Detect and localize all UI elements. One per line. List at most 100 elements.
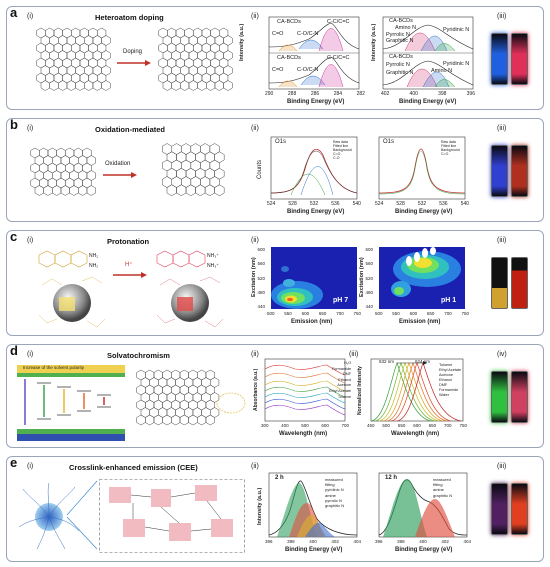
pl-ylabel: Normalized Intensity bbox=[357, 366, 363, 415]
ph7-tag: pH 7 bbox=[333, 297, 349, 304]
xps-12h-chart bbox=[378, 472, 468, 538]
tick: 396 bbox=[466, 91, 475, 97]
tick: 500 bbox=[375, 311, 383, 316]
vial-yellow bbox=[491, 257, 508, 309]
tick: 440 bbox=[365, 304, 373, 309]
xps-n-bot-pyrrolic: Pyrrolic N bbox=[386, 62, 410, 68]
panel-title-c: Protonation bbox=[107, 237, 150, 246]
vial-red bbox=[511, 145, 528, 197]
sub-label-iii: (iii) bbox=[497, 125, 507, 132]
pl-legend: Toluene Ethyl Acetate Acetone Ethanol DM… bbox=[439, 363, 461, 398]
tick: 400 bbox=[309, 539, 317, 544]
sub-label-iii: (iii) bbox=[349, 351, 359, 358]
xps-c1s-chart bbox=[268, 16, 360, 90]
legend-item: Fitted line bbox=[333, 144, 349, 148]
xps-n-top-graphitic: Graphitic N bbox=[386, 38, 414, 44]
svg-text:NH₂: NH₂ bbox=[89, 263, 98, 269]
tick: 532 bbox=[309, 201, 319, 207]
xps-c-bot-con: C-O/C-N bbox=[297, 67, 319, 73]
xps-2h-xlabel: Binding Energy (eV) bbox=[285, 547, 343, 553]
sub-label-i: (i) bbox=[27, 463, 34, 470]
tick: 396 bbox=[375, 539, 383, 544]
ph1-ylabel: Excitation (nm) bbox=[359, 257, 365, 297]
xps-n-bot-amino: Amino N bbox=[431, 68, 453, 74]
tick: 540 bbox=[460, 201, 469, 207]
xps-n-xlabel: Binding Energy (eV) bbox=[399, 99, 457, 105]
xps-c-bot-cc: C-C/C=C bbox=[327, 55, 350, 61]
vial-red bbox=[511, 257, 528, 309]
tick: 500 bbox=[301, 423, 309, 428]
tick: 528 bbox=[396, 201, 405, 207]
tick: 600 bbox=[409, 311, 418, 316]
graphene-sheet-doped bbox=[158, 27, 233, 91]
legend-item: pyridinic N bbox=[325, 487, 344, 493]
pl-map-ph1 bbox=[379, 247, 465, 309]
xps-2h-ticks: 396 398 400 402 404 bbox=[265, 539, 361, 544]
tick: 400 bbox=[281, 423, 289, 428]
panel-title-d: Solvatochromism bbox=[107, 351, 170, 360]
tick: 290 bbox=[265, 91, 274, 97]
legend-item: measured bbox=[433, 477, 451, 482]
xps-n-bot-graphitic: Graphitic N bbox=[386, 70, 414, 76]
tick: 284 bbox=[333, 91, 343, 97]
xps-c-top-con: C-O/C-N bbox=[297, 31, 319, 37]
xps-n-top-pyrrolic: Pyrrolic N bbox=[386, 32, 410, 38]
legend-item: amine bbox=[325, 492, 336, 498]
tick: 396 bbox=[265, 539, 273, 544]
tag-2h: 2 h bbox=[275, 475, 284, 481]
protonated-molecule: NH₃⁺ NH₃⁺ bbox=[156, 250, 219, 269]
xps-c-top-cc: C-C/C=C bbox=[327, 19, 350, 25]
panel-b: b (i) Oxidation-mediated Oxidation (ii) … bbox=[6, 117, 544, 222]
tick: 550 bbox=[392, 311, 400, 316]
sub-label-ii: (ii) bbox=[251, 13, 259, 20]
tick: 750 bbox=[459, 423, 467, 428]
pl-map-ph7 bbox=[271, 247, 357, 309]
tick: 404 bbox=[463, 539, 471, 544]
panel-label-e: e bbox=[10, 455, 18, 470]
sub-label-i: (i) bbox=[27, 125, 34, 132]
tick: 600 bbox=[257, 247, 265, 252]
xps-2h-ylabel: Intensity (a.u.) bbox=[257, 487, 263, 525]
zoom-lines bbox=[66, 480, 98, 550]
energy-level-diagram bbox=[17, 365, 125, 441]
solvent-label: Ethyl Acetate bbox=[329, 388, 352, 393]
panel-a: a (i) Heteroatom doping Doping (ii) bbox=[6, 5, 544, 110]
tick: 650 bbox=[428, 423, 437, 428]
sub-label-ii: (ii) bbox=[251, 463, 259, 470]
tick: 550 bbox=[397, 423, 406, 428]
sub-label-i: (i) bbox=[27, 13, 34, 20]
legend-item: Raw data bbox=[333, 140, 348, 144]
tick: 404 bbox=[353, 539, 361, 544]
sub-label-iv: (iv) bbox=[497, 351, 507, 358]
legend-item: Background bbox=[333, 148, 352, 152]
o1s-left-legend: Raw data Fitted line Background C=O C-O bbox=[333, 140, 352, 160]
ph7-xticks: 500 550 600 650 700 750 bbox=[267, 311, 361, 316]
sub-label-iii: (iii) bbox=[497, 237, 507, 244]
sub-label-i: (i) bbox=[27, 237, 34, 244]
absorbance-xlabel: Wavelength (nm) bbox=[279, 431, 328, 437]
tick: 700 bbox=[336, 311, 344, 316]
legend-item: DMF bbox=[439, 383, 448, 387]
sub-label-iii: (iii) bbox=[497, 13, 507, 20]
legend-item: fitting bbox=[433, 482, 443, 488]
tick: 402 bbox=[381, 91, 390, 97]
arrow-label-doping: Doping bbox=[123, 49, 143, 55]
legend-item: Background bbox=[441, 148, 460, 152]
tick: 398 bbox=[438, 91, 447, 97]
tick: 520 bbox=[257, 275, 265, 281]
xps-2h-legend: measured fitting pyridinic N amine pyrro… bbox=[325, 477, 344, 508]
tick: 288 bbox=[287, 91, 297, 97]
xps-12h-ticks: 396 398 400 402 404 bbox=[375, 539, 471, 544]
svg-text:NH₂: NH₂ bbox=[89, 253, 98, 259]
tick: 524 bbox=[267, 201, 276, 207]
o1s-chart-left bbox=[270, 136, 358, 200]
vial-pink bbox=[511, 371, 528, 423]
tick: 600 bbox=[321, 423, 329, 428]
xps-c-bot-co: C=O bbox=[272, 67, 284, 73]
xps-n-bot-pyridinic: Pyridinic N bbox=[443, 61, 470, 67]
tick: 650 bbox=[318, 311, 327, 316]
sub-label-ii: (ii) bbox=[251, 237, 259, 244]
tick: 550 bbox=[284, 311, 292, 316]
tick: 450 bbox=[367, 423, 375, 428]
